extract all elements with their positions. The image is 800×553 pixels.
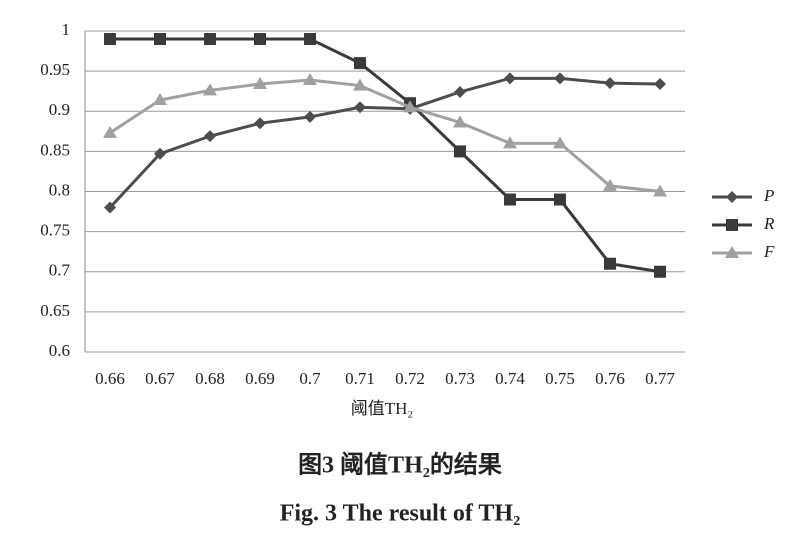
data-point xyxy=(354,101,366,114)
y-tick-label: 0.9 xyxy=(49,100,70,119)
y-tick-label: 0.65 xyxy=(40,301,70,320)
data-point xyxy=(453,115,467,128)
data-point xyxy=(454,85,466,98)
legend-label: P xyxy=(763,186,774,205)
data-point xyxy=(504,193,516,206)
x-tick-label: 0.66 xyxy=(95,369,125,388)
y-tick-label: 0.6 xyxy=(49,341,70,360)
data-point xyxy=(554,193,566,206)
data-point xyxy=(254,33,266,46)
y-tick-label: 0.75 xyxy=(40,221,70,240)
x-tick-label: 0.75 xyxy=(545,369,575,388)
data-point xyxy=(553,136,567,149)
data-point xyxy=(353,78,367,91)
data-point xyxy=(304,33,316,46)
x-tick-label: 0.77 xyxy=(645,369,675,388)
x-tick-label: 0.76 xyxy=(595,369,625,388)
legend-label: F xyxy=(763,242,775,261)
x-tick-label: 0.68 xyxy=(195,369,225,388)
data-point xyxy=(254,117,266,130)
legend-marker xyxy=(726,219,738,231)
data-point xyxy=(554,72,566,85)
x-tick-label: 0.74 xyxy=(495,369,525,388)
y-tick-label: 0.8 xyxy=(49,180,70,199)
legend-marker xyxy=(726,191,738,203)
y-tick-label: 0.7 xyxy=(49,261,71,280)
x-tick-label: 0.7 xyxy=(299,369,321,388)
caption-cn: 图3 阈值TH₂的结果 xyxy=(298,451,502,479)
x-tick-label: 0.72 xyxy=(395,369,425,388)
series-line xyxy=(109,78,661,193)
data-point xyxy=(154,33,166,46)
legend-marker xyxy=(725,246,739,258)
data-point xyxy=(304,110,316,123)
series-line xyxy=(110,37,661,274)
x-tick-label: 0.69 xyxy=(245,369,275,388)
data-point xyxy=(354,57,366,70)
data-point xyxy=(504,72,516,85)
y-tick-label: 0.95 xyxy=(40,60,70,79)
data-point xyxy=(654,265,666,278)
data-point xyxy=(253,76,267,89)
data-point xyxy=(653,184,667,197)
data-point xyxy=(654,77,666,90)
data-point xyxy=(204,130,216,143)
data-point xyxy=(503,136,517,149)
series-line xyxy=(108,76,661,209)
data-point xyxy=(104,201,116,214)
data-point xyxy=(154,147,166,160)
x-axis-label: 阈值TH₂ xyxy=(351,399,414,418)
data-point xyxy=(403,100,417,113)
data-point xyxy=(604,77,616,90)
x-tick-label: 0.67 xyxy=(145,369,175,388)
data-point xyxy=(103,125,117,138)
x-tick-label: 0.71 xyxy=(345,369,375,388)
data-point xyxy=(203,83,217,96)
data-point xyxy=(153,93,167,106)
data-point xyxy=(104,33,116,46)
caption-en: Fig. 3 The result of TH₂ xyxy=(280,501,521,527)
data-point xyxy=(603,178,617,191)
data-point xyxy=(604,257,616,270)
data-point xyxy=(204,33,216,46)
data-point xyxy=(454,145,466,158)
legend-label: R xyxy=(763,214,775,233)
y-tick-label: 0.85 xyxy=(40,140,70,159)
y-tick-label: 1 xyxy=(62,20,71,39)
data-point xyxy=(303,72,317,85)
x-tick-label: 0.73 xyxy=(445,369,475,388)
